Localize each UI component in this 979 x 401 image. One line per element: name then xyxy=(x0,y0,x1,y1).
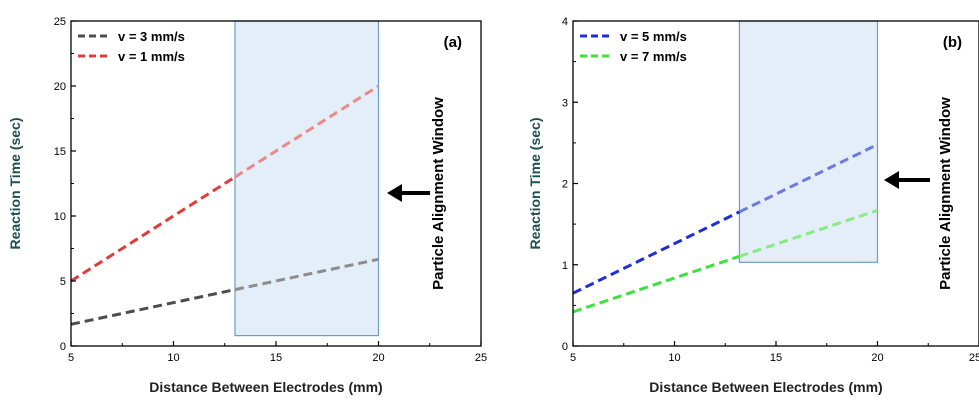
legend-label-1: v = 3 mm/s xyxy=(118,29,185,44)
x-tick-label: 5 xyxy=(68,352,74,364)
legend-label-1: v = 5 mm/s xyxy=(620,29,687,44)
y-tick-label: 2 xyxy=(562,179,568,191)
panel-tag: (b) xyxy=(943,34,962,51)
x-tick-label: 10 xyxy=(668,352,680,364)
legend-label-2: v = 1 mm/s xyxy=(118,49,185,64)
y-tick-label: 3 xyxy=(562,97,568,109)
panel-tag: (a) xyxy=(444,34,462,51)
alignment-window-rect xyxy=(234,20,380,337)
x-tick-label: 15 xyxy=(770,352,782,364)
alignment-window-label: Particle Alignment Window xyxy=(430,97,447,290)
series-line-1-window xyxy=(234,257,379,292)
y-tick-label: 1 xyxy=(562,260,568,272)
x-tick-label: 20 xyxy=(871,352,883,364)
series-line-1 xyxy=(70,288,236,326)
x-tick-label: 25 xyxy=(969,352,979,364)
alignment-window-label: Particle Alignment Window xyxy=(937,97,954,290)
series-line-2 xyxy=(572,254,740,314)
y-tick-label: 0 xyxy=(562,341,568,353)
x-axis-title: Distance Between Electrodes (mm) xyxy=(149,379,382,395)
series-line-2-window xyxy=(234,84,380,179)
y-tick-label: 0 xyxy=(60,341,66,353)
x-tick-label: 5 xyxy=(570,352,576,364)
y-axis-title: Reaction Time (sec) xyxy=(527,117,543,249)
y-tick-label: 20 xyxy=(54,81,66,93)
arrow-head-icon xyxy=(387,184,402,202)
x-tick-label: 15 xyxy=(270,352,282,364)
y-axis-title: Reaction Time (sec) xyxy=(7,117,23,249)
y-tick-label: 5 xyxy=(60,276,66,288)
y-tick-label: 15 xyxy=(54,146,66,158)
y-tick-label: 25 xyxy=(54,16,66,28)
series-line-2-window xyxy=(738,208,878,258)
alignment-window-rect xyxy=(738,20,879,263)
x-axis-title: Distance Between Electrodes (mm) xyxy=(649,379,882,395)
legend-label-2: v = 7 mm/s xyxy=(620,49,687,64)
arrow-head-icon xyxy=(884,171,899,189)
chart-panel-2: 5 10 15 20 25 0 1 2 3 4 Distance Between Electrode… xyxy=(527,16,979,395)
x-tick-label: 25 xyxy=(475,352,487,364)
y-tick-label: 4 xyxy=(562,16,568,28)
y-tick-label: 10 xyxy=(54,211,66,223)
x-tick-label: 20 xyxy=(372,352,384,364)
series-line-1 xyxy=(572,210,741,295)
series-line-1-window xyxy=(738,143,879,214)
series-line-2 xyxy=(70,175,236,283)
x-tick-label: 10 xyxy=(167,352,179,364)
